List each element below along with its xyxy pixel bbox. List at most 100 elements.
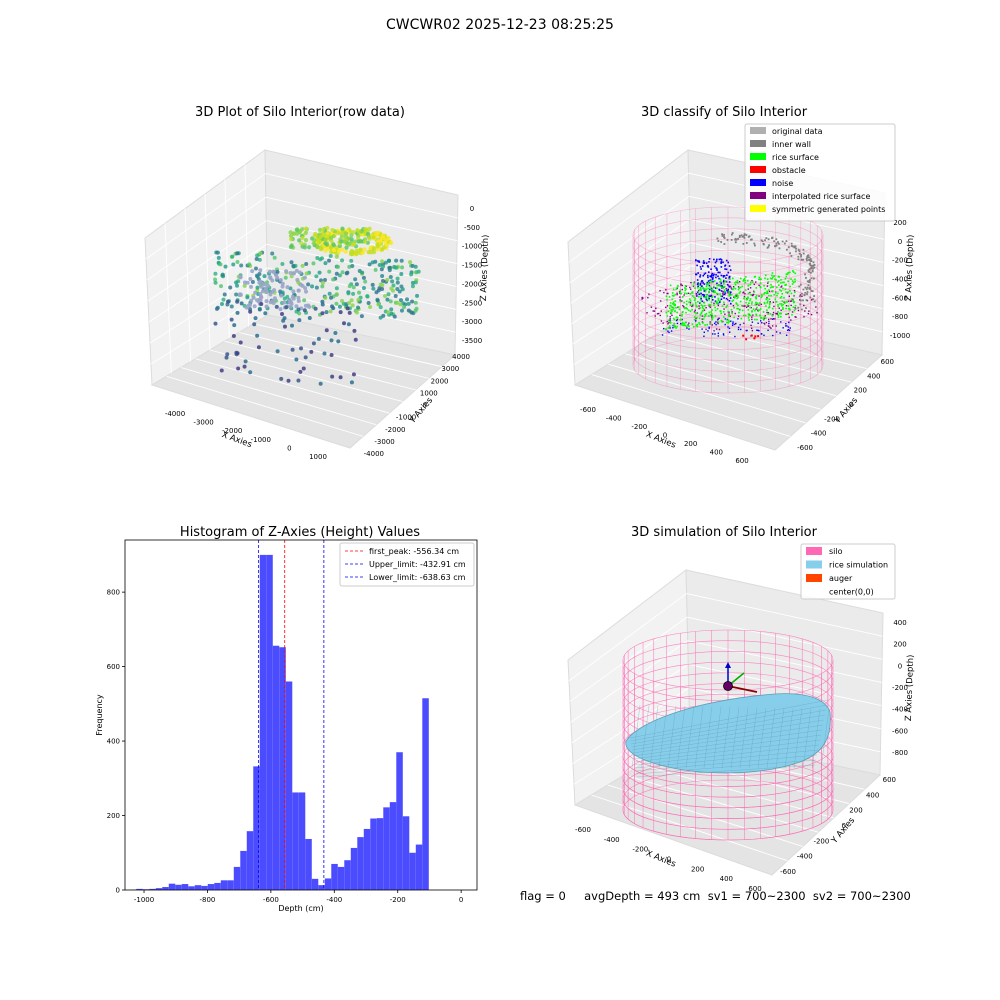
raw-point bbox=[296, 288, 301, 293]
noise-point bbox=[723, 293, 726, 296]
interpolated-point bbox=[723, 291, 725, 293]
rice-surface-point bbox=[693, 316, 696, 318]
interpolated-point bbox=[711, 324, 713, 326]
rice-mesh-line bbox=[631, 719, 825, 751]
noise-point bbox=[667, 330, 669, 332]
inner-wall-point bbox=[793, 294, 795, 297]
rice-surface-point bbox=[714, 309, 717, 312]
raw-point bbox=[327, 258, 332, 263]
hist-legend-label: first_peak: -556.34 cm bbox=[369, 547, 459, 556]
grid-line bbox=[265, 196, 458, 242]
rice-surface-point bbox=[728, 315, 730, 317]
noise-point bbox=[708, 261, 710, 263]
raw-point bbox=[413, 280, 418, 285]
noise-point bbox=[703, 261, 706, 264]
footer-status: flag = 0 avgDepth = 493 cm sv1 = 700~230… bbox=[520, 889, 911, 903]
raw-point bbox=[361, 275, 366, 280]
rice-surface-point bbox=[699, 314, 702, 316]
noise-point bbox=[724, 265, 726, 267]
rice-surface-point bbox=[709, 313, 712, 316]
cls-z-tick: -800 bbox=[892, 313, 908, 321]
inner-wall-point bbox=[800, 254, 802, 256]
inner-wall-point bbox=[802, 248, 805, 251]
raw-point bbox=[329, 338, 334, 343]
noise-point bbox=[704, 272, 707, 274]
rice-mesh-line bbox=[775, 708, 785, 769]
raw-point bbox=[235, 310, 240, 315]
inner-wall-point bbox=[808, 281, 810, 283]
classify-xlabel: X Axies bbox=[644, 430, 677, 451]
raw-point bbox=[268, 276, 273, 281]
raw-point bbox=[278, 307, 283, 312]
rice-surface-point bbox=[667, 319, 670, 322]
rice-surface-point bbox=[787, 291, 789, 293]
interpolated-point bbox=[733, 296, 735, 298]
rice-surface-point bbox=[713, 290, 716, 292]
rice-surface-point bbox=[753, 276, 756, 278]
inner-wall-point bbox=[775, 238, 778, 241]
obstacle-point bbox=[753, 337, 756, 340]
rice-surface-point bbox=[719, 295, 722, 297]
raw-x-tick: -4000 bbox=[165, 410, 185, 418]
rice-surface-point bbox=[783, 281, 785, 284]
raw-point bbox=[410, 299, 415, 304]
interpolated-point bbox=[799, 294, 802, 296]
raw-point bbox=[229, 304, 234, 309]
raw-point bbox=[315, 255, 320, 260]
raw-point bbox=[281, 318, 286, 323]
rice-surface-point bbox=[720, 312, 722, 315]
noise-point bbox=[716, 269, 718, 271]
rice-surface-point bbox=[731, 312, 733, 315]
interpolated-point bbox=[650, 306, 653, 308]
noise-point bbox=[722, 261, 724, 264]
raw-point bbox=[413, 300, 418, 305]
silo-front-arc bbox=[622, 777, 834, 809]
inner-wall-point bbox=[767, 245, 770, 248]
rice-surface-point bbox=[781, 292, 784, 295]
raw-point bbox=[295, 277, 300, 282]
rice-mesh-line bbox=[766, 707, 776, 769]
interpolated-point bbox=[701, 321, 704, 323]
raw-point bbox=[352, 328, 357, 333]
rice-surface-point bbox=[683, 322, 685, 325]
hist-bar bbox=[155, 888, 163, 890]
rice-surface-point bbox=[735, 281, 737, 283]
inner-wall-point bbox=[720, 241, 723, 243]
raw-point bbox=[248, 276, 253, 281]
rice-surface-point bbox=[757, 303, 759, 305]
rice-surface-point bbox=[674, 310, 676, 312]
inner-wall-point bbox=[805, 299, 808, 302]
inner-wall-point bbox=[797, 248, 800, 251]
grid-line bbox=[690, 265, 883, 310]
raw-point bbox=[288, 270, 293, 275]
rice-surface-point bbox=[680, 318, 682, 321]
raw-point bbox=[334, 254, 339, 259]
rice-surface-point bbox=[766, 292, 768, 295]
interpolated-point bbox=[666, 292, 668, 295]
noise-point bbox=[768, 322, 770, 325]
rice-surface-point bbox=[794, 304, 797, 307]
rice-surface-point bbox=[777, 305, 779, 308]
noise-point bbox=[715, 276, 717, 279]
noise-point bbox=[727, 326, 729, 328]
raw-point bbox=[349, 380, 354, 385]
noise-point bbox=[696, 264, 698, 267]
rice-surface-point bbox=[700, 295, 703, 297]
interpolated-point bbox=[662, 322, 664, 324]
inner-wall-point bbox=[761, 240, 764, 243]
sim-z-tick: 400 bbox=[893, 619, 906, 627]
rice-surface-point bbox=[745, 276, 747, 278]
raw-point bbox=[367, 226, 372, 231]
raw-point bbox=[334, 292, 339, 297]
raw-point bbox=[214, 306, 219, 311]
sim-axis-x-arrow bbox=[727, 685, 758, 693]
rice-surface-point bbox=[674, 293, 677, 296]
inner-wall-point bbox=[805, 257, 808, 260]
sim-y-tick: 0 bbox=[842, 822, 846, 830]
rice-surface-point bbox=[673, 324, 675, 327]
noise-point bbox=[780, 321, 782, 323]
rice-surface-point bbox=[739, 300, 742, 303]
raw-point bbox=[224, 355, 229, 360]
rice-surface-point bbox=[694, 311, 696, 314]
rice-surface-point bbox=[754, 318, 756, 321]
